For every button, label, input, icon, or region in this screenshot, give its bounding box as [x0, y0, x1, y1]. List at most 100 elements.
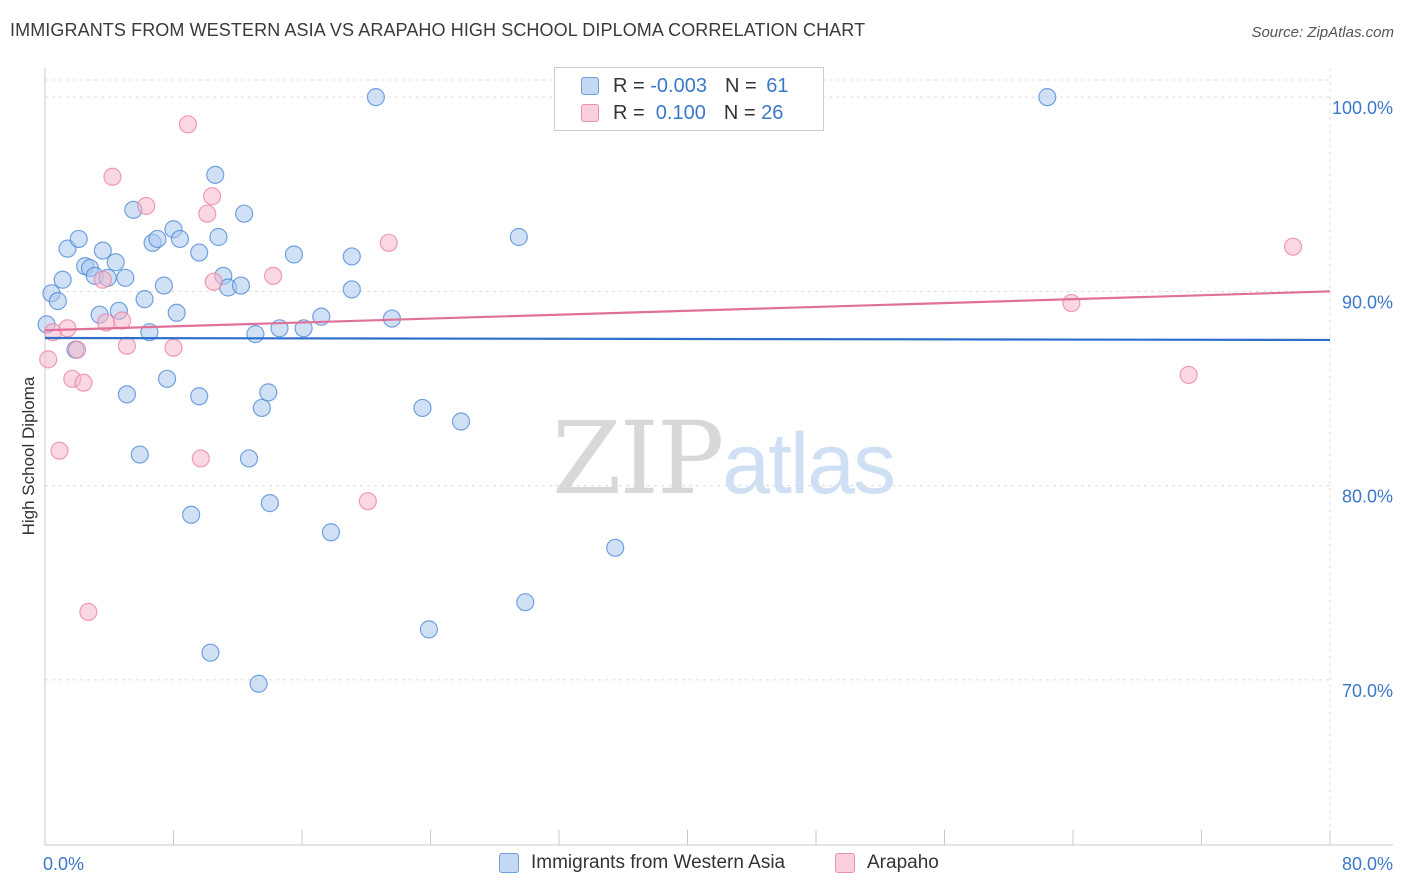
bottom-legend-western-asia: Immigrants from Western Asia [499, 852, 785, 874]
y-tick-label: 100.0% [1332, 98, 1393, 118]
axes [44, 68, 1393, 846]
watermark-atlas: atlas [722, 416, 896, 512]
point-western-asia [413, 398, 432, 418]
x-tick-label: 0.0% [43, 854, 84, 874]
point-arapaho [112, 311, 132, 330]
point-western-asia [93, 241, 112, 260]
bottom-legend-label-arapaho: Arapaho [867, 852, 939, 873]
point-western-asia [252, 398, 271, 418]
legend-swatch-arapaho [581, 104, 599, 122]
point-western-asia [419, 620, 438, 639]
point-western-asia [48, 292, 67, 311]
y-tick-label: 90.0% [1342, 292, 1393, 312]
point-western-asia [182, 505, 201, 524]
point-arapaho [164, 338, 183, 357]
trend-line-arapaho [44, 290, 1331, 332]
source-label: Source: ZipAtlas.com [1251, 24, 1394, 41]
point-western-asia [509, 227, 528, 247]
point-western-asia [321, 523, 341, 542]
legend-r-value: -0.003 [650, 74, 707, 97]
legend-row-western-asia: R = -0.003 N = 61 [581, 73, 788, 99]
point-western-asia [53, 270, 72, 289]
point-western-asia [190, 243, 209, 262]
watermark-zip: ZIP [552, 400, 724, 517]
point-arapaho [191, 449, 210, 468]
grid-lines [45, 68, 1331, 845]
point-western-asia [69, 229, 88, 249]
point-western-asia [201, 643, 220, 662]
bottom-legend-swatch-western-asia [499, 853, 519, 873]
point-western-asia [342, 280, 361, 299]
y-axis-label: High School Diploma [19, 376, 38, 535]
tick-labels: 70.0% 80.0% 90.0% 100.0% 0.0% 80.0% High Schoo… [19, 98, 1393, 874]
legend-r-value: 0.100 [650, 101, 706, 124]
trend-lines [44, 290, 1331, 342]
legend-n-label: N = [723, 101, 762, 124]
legend-row-arapaho: R = 0.100 N = 26 [581, 100, 783, 126]
point-arapaho [117, 336, 137, 355]
point-arapaho [68, 340, 87, 359]
legend-n-value: 26 [761, 101, 784, 124]
point-arapaho [358, 492, 377, 511]
point-arapaho [1179, 365, 1198, 385]
point-western-asia [516, 593, 535, 612]
y-tick-label: 80.0% [1342, 487, 1393, 507]
point-western-asia [106, 253, 125, 272]
point-western-asia [209, 227, 228, 247]
point-arapaho [79, 602, 98, 622]
point-western-asia [167, 303, 186, 322]
y-tick-label: 70.0% [1342, 681, 1393, 701]
point-western-asia [154, 276, 173, 295]
legend-r-label: R = [613, 74, 651, 97]
point-western-asia [249, 674, 268, 693]
point-arapaho [1283, 237, 1303, 256]
chart-title: IMMIGRANTS FROM WESTERN ASIA VS ARAPAHO … [10, 20, 866, 40]
trend-line-western-asia [44, 336, 1331, 342]
point-western-asia [366, 88, 385, 107]
point-western-asia [260, 494, 279, 513]
point-western-asia [206, 165, 225, 184]
point-arapaho [1062, 293, 1081, 313]
point-arapaho [93, 270, 112, 289]
point-arapaho [202, 187, 222, 206]
bottom-legend-label-western-asia: Immigrants from Western Asia [531, 852, 786, 873]
point-western-asia [116, 268, 135, 287]
legend-n-value: 61 [766, 74, 789, 97]
point-western-asia [239, 449, 259, 468]
x-tick-label: 80.0% [1342, 854, 1393, 874]
point-arapaho [198, 204, 217, 223]
bottom-legend-arapaho: Arapaho [835, 852, 939, 874]
point-western-asia [259, 383, 278, 402]
point-arapaho [39, 350, 58, 369]
point-western-asia [284, 245, 304, 264]
point-western-asia [235, 204, 254, 223]
point-arapaho [74, 373, 93, 392]
point-western-asia [170, 229, 190, 249]
point-western-asia [342, 247, 361, 266]
point-arapaho [178, 115, 198, 134]
point-western-asia [606, 538, 625, 557]
data-points [37, 88, 1303, 693]
legend-r-label: R = [613, 101, 651, 124]
point-western-asia [231, 276, 251, 295]
point-western-asia [148, 229, 167, 249]
point-western-asia [135, 290, 154, 309]
point-western-asia [190, 387, 209, 406]
point-western-asia [117, 385, 137, 404]
watermark: ZIPatlas [552, 400, 896, 517]
point-arapaho [204, 272, 223, 291]
point-arapaho [379, 233, 398, 252]
point-western-asia [1038, 88, 1057, 107]
bottom-legend-swatch-arapaho [835, 853, 855, 873]
point-western-asia [294, 319, 313, 338]
point-arapaho [137, 196, 156, 216]
stats-legend: R = -0.003 N = 61 R = 0.100 N = 26 [554, 67, 824, 131]
point-western-asia [246, 325, 265, 344]
legend-swatch-western-asia [581, 77, 599, 95]
point-arapaho [50, 441, 69, 460]
point-western-asia [130, 445, 149, 464]
point-arapaho [263, 266, 283, 285]
point-western-asia [157, 369, 177, 388]
legend-n-label: N = [724, 74, 763, 97]
